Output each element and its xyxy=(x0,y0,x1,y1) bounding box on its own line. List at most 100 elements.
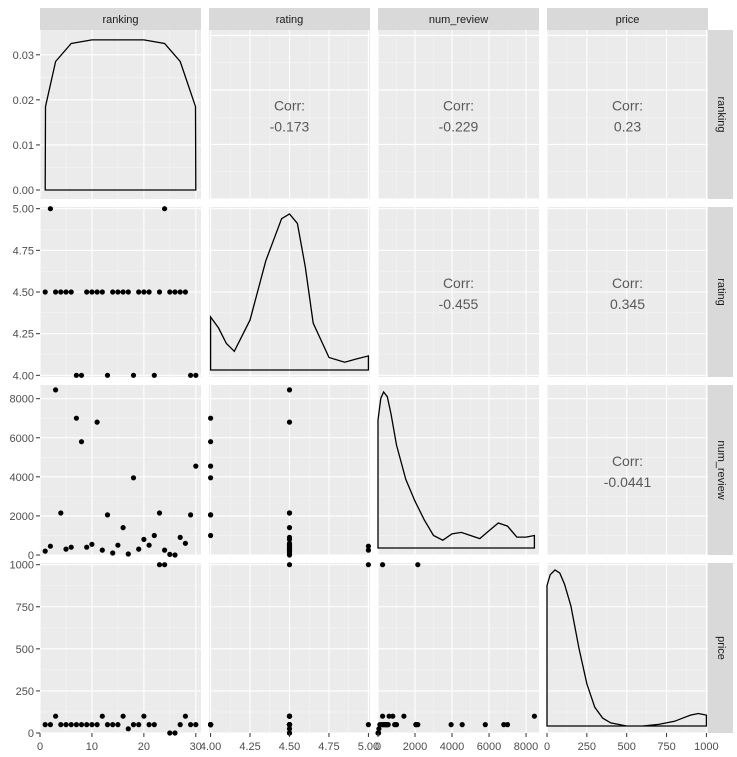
strip-right-label-ranking: ranking xyxy=(715,96,727,132)
point-num_review-vs-rating xyxy=(365,543,371,549)
point-price-vs-rating xyxy=(286,713,293,719)
point-rating-vs-ranking xyxy=(177,289,183,295)
point-price-vs-num_review xyxy=(531,713,538,719)
corr-label-ranking-num_review: Corr: xyxy=(443,98,474,114)
y-tick-label-rating: 4.25 xyxy=(13,329,34,341)
strip-top-label-num_review: num_review xyxy=(429,14,488,26)
point-num_review-vs-ranking xyxy=(73,415,79,421)
panel-bg-num_review-ranking xyxy=(40,385,201,555)
point-rating-vs-ranking xyxy=(188,372,194,378)
y-tick-label-rating: 4.00 xyxy=(13,370,34,382)
point-rating-vs-ranking xyxy=(193,372,199,378)
point-price-vs-ranking xyxy=(177,722,183,728)
point-rating-vs-ranking xyxy=(84,289,90,295)
point-price-vs-ranking xyxy=(42,722,48,728)
point-rating-vs-ranking xyxy=(68,289,74,295)
point-num_review-vs-rating xyxy=(286,552,293,558)
point-num_review-vs-ranking xyxy=(188,512,194,518)
point-rating-vs-ranking xyxy=(167,289,173,295)
strip-right-rating xyxy=(708,207,733,377)
point-num_review-vs-ranking xyxy=(115,542,121,548)
point-num_review-vs-ranking xyxy=(156,510,163,516)
x-tick-label-rating: 4.25 xyxy=(239,741,260,753)
point-price-vs-num_review xyxy=(413,722,419,728)
point-num_review-vs-ranking xyxy=(42,548,48,554)
point-price-vs-ranking xyxy=(182,713,188,719)
y-tick-label-price: 0 xyxy=(28,728,34,740)
x-tick-label-price: 0 xyxy=(544,741,550,753)
point-rating-vs-ranking xyxy=(151,372,157,378)
point-num_review-vs-ranking xyxy=(125,551,131,557)
point-num_review-vs-ranking xyxy=(94,419,100,425)
strip-right-price xyxy=(708,563,733,733)
density-curve-num_review xyxy=(377,390,536,549)
x-tick-label-rating: 4.00 xyxy=(200,741,221,753)
point-num_review-vs-rating xyxy=(286,419,293,425)
strip-right-label-num_review: num_review xyxy=(715,440,727,499)
panel-bg-price-price xyxy=(547,563,708,733)
point-num_review-vs-ranking xyxy=(151,532,157,539)
point-price-vs-ranking xyxy=(130,722,137,728)
point-price-vs-rating xyxy=(365,722,371,728)
point-num_review-vs-rating xyxy=(286,387,293,393)
x-tick-label-ranking: 10 xyxy=(86,741,98,753)
point-price-vs-ranking xyxy=(120,713,126,719)
y-tick-label-rating: 5.00 xyxy=(13,204,34,216)
panel-bg-ranking-ranking xyxy=(40,30,201,199)
strip-top-price xyxy=(547,8,708,30)
point-rating-vs-ranking xyxy=(115,289,121,295)
point-rating-vs-ranking xyxy=(130,372,137,378)
point-price-vs-rating xyxy=(208,722,214,728)
y-tick-label-ranking: 0.01 xyxy=(13,140,34,152)
point-num_review-vs-ranking xyxy=(167,551,173,558)
panel-bg-price-ranking xyxy=(40,563,201,733)
strip-top-label-ranking: ranking xyxy=(102,14,138,26)
y-tick-label-ranking: 0.00 xyxy=(13,185,34,197)
point-num_review-vs-ranking xyxy=(146,542,152,548)
point-price-vs-ranking xyxy=(68,722,74,728)
corr-value-rating-num_review: -0.455 xyxy=(439,296,479,312)
point-num_review-vs-rating xyxy=(208,415,214,421)
point-rating-vs-ranking xyxy=(73,372,79,378)
strip-right-ranking xyxy=(708,30,733,199)
point-num_review-vs-ranking xyxy=(193,463,199,469)
point-price-vs-ranking xyxy=(104,722,111,728)
point-rating-vs-ranking xyxy=(141,289,147,295)
point-num_review-vs-rating xyxy=(286,546,293,552)
point-rating-vs-ranking xyxy=(172,289,178,295)
corr-value-rating-price: 0.345 xyxy=(610,296,645,312)
point-price-vs-ranking xyxy=(53,713,59,719)
point-price-vs-rating xyxy=(286,722,293,728)
y-tick-label-price: 250 xyxy=(16,686,34,698)
point-price-vs-rating xyxy=(286,726,293,732)
point-num_review-vs-ranking xyxy=(120,525,126,531)
point-price-vs-rating xyxy=(286,562,293,568)
point-num_review-vs-ranking xyxy=(130,475,137,481)
corr-label-ranking-rating: Corr: xyxy=(274,98,305,114)
point-price-vs-ranking xyxy=(141,713,147,719)
point-price-vs-ranking xyxy=(156,562,163,568)
y-tick-label-ranking: 0.03 xyxy=(13,50,34,62)
point-price-vs-ranking xyxy=(188,722,194,728)
point-price-vs-ranking xyxy=(58,722,64,728)
point-num_review-vs-rating xyxy=(286,534,293,541)
point-price-vs-num_review xyxy=(501,722,507,728)
point-price-vs-num_review xyxy=(415,562,421,568)
x-tick-label-num_review: 8000 xyxy=(514,741,538,753)
point-num_review-vs-ranking xyxy=(136,546,142,552)
point-num_review-vs-rating xyxy=(286,540,293,546)
point-price-vs-ranking xyxy=(63,722,69,728)
point-rating-vs-ranking xyxy=(63,289,69,295)
corr-label-ranking-price: Corr: xyxy=(612,98,643,114)
point-num_review-vs-ranking xyxy=(104,512,111,518)
y-tick-label-price: 750 xyxy=(16,602,34,614)
y-tick-label-rating: 4.75 xyxy=(13,245,34,257)
strip-top-ranking xyxy=(40,8,201,30)
corr-value-ranking-price: 0.23 xyxy=(614,119,641,135)
corr-label-rating-price: Corr: xyxy=(612,275,643,291)
corr-label-rating-num_review: Corr: xyxy=(443,275,474,291)
point-num_review-vs-ranking xyxy=(89,541,95,547)
point-price-vs-num_review xyxy=(377,722,383,728)
density-curve-ranking xyxy=(44,39,197,191)
point-price-vs-ranking xyxy=(78,722,85,728)
